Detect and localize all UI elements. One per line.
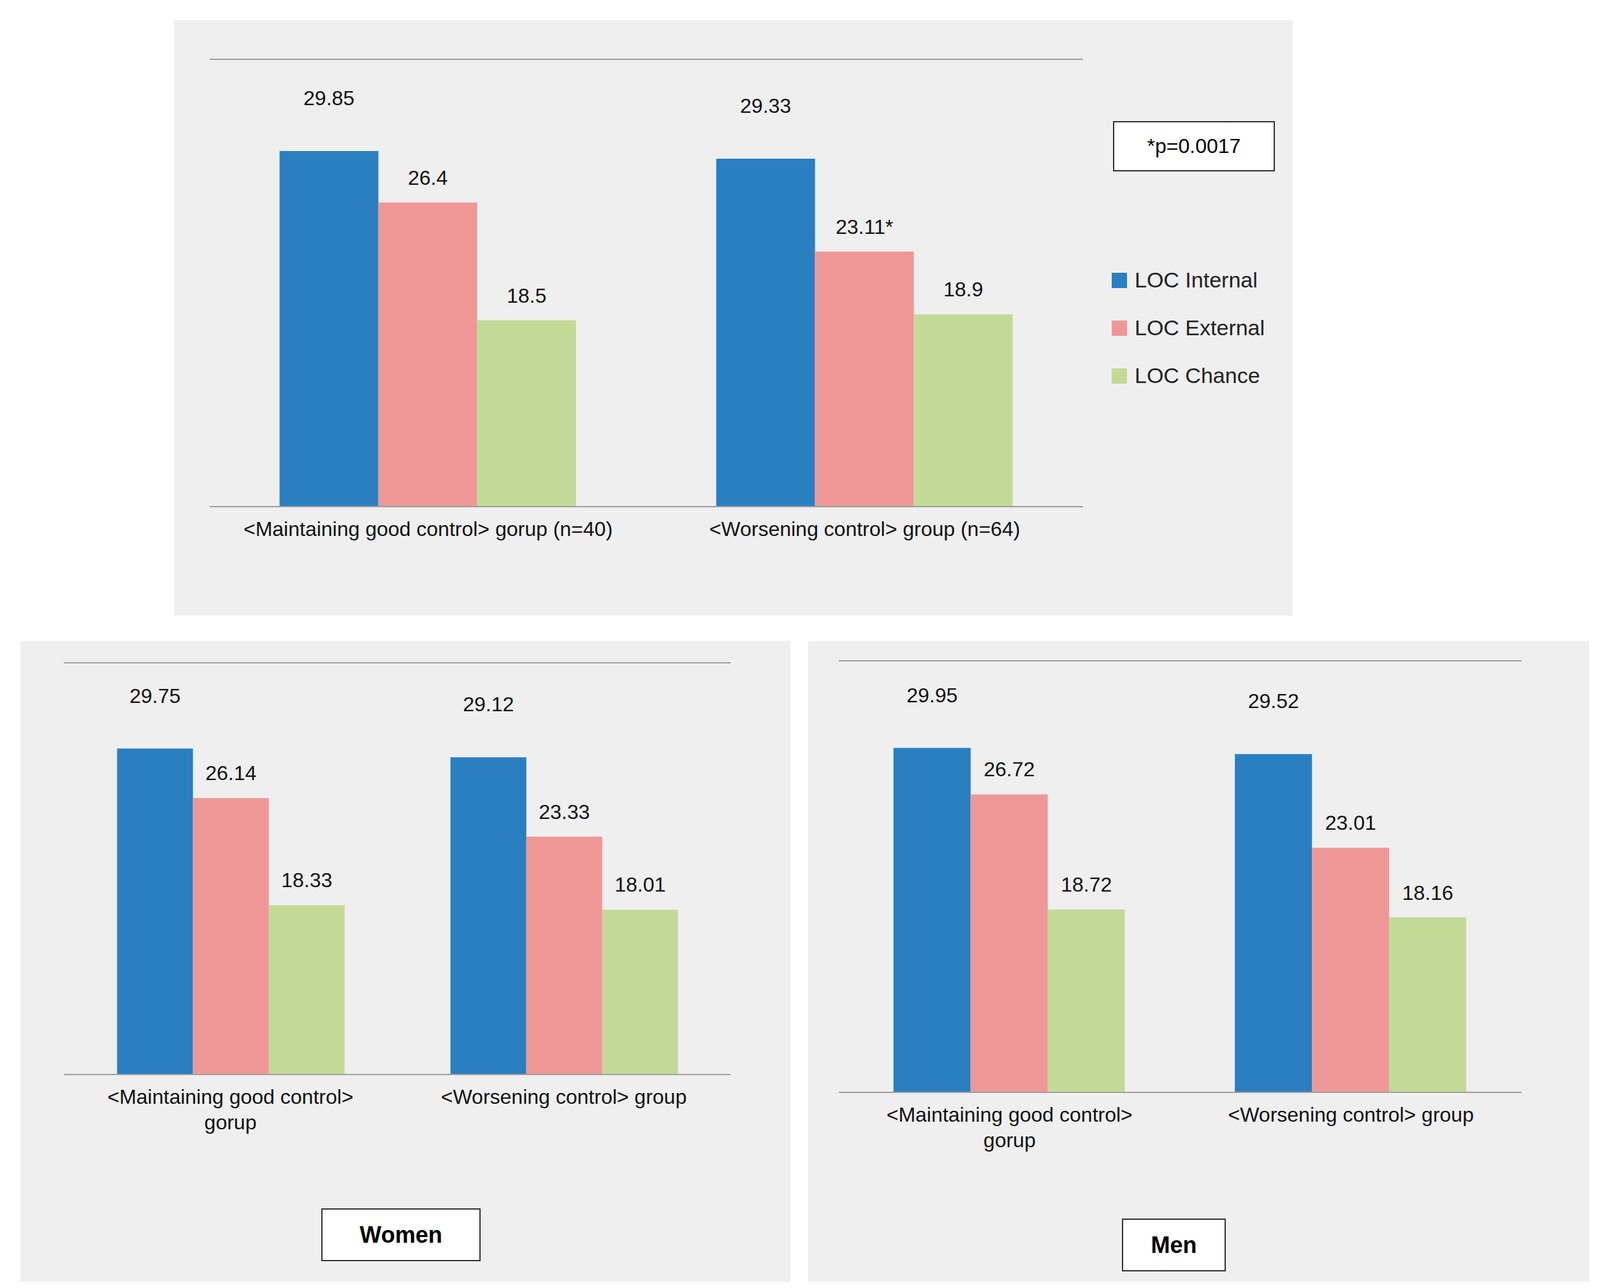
svg-text:<Maintaining good control>goru: <Maintaining good control>gorup	[107, 1085, 354, 1135]
svg-text:26.72: 26.72	[983, 757, 1035, 781]
html-text:Men: Men	[1150, 1231, 1197, 1259]
svg-text:18.5: 18.5	[506, 284, 547, 308]
svg-text:<Worsening control> group: <Worsening control> group	[1228, 1103, 1474, 1127]
svg-text:23.01: 23.01	[1325, 811, 1377, 835]
svg-text:29.52: 29.52	[1248, 689, 1300, 713]
svg-text:29.12: 29.12	[462, 692, 514, 716]
svg-text:26.4: 26.4	[407, 166, 448, 190]
svg-text:26.14: 26.14	[205, 761, 257, 785]
svg-text:23.11*: 23.11*	[835, 215, 894, 239]
html-text:LOC Chance: LOC Chance	[1134, 363, 1260, 388]
html-text:LOC Internal: LOC Internal	[1134, 267, 1258, 292]
svg-text:18.16: 18.16	[1402, 881, 1454, 905]
html-text:LOC External: LOC External	[1134, 315, 1265, 340]
svg-text:29.33: 29.33	[740, 94, 792, 118]
svg-text:<Worsening control> group (n=6: <Worsening control> group (n=64)	[709, 517, 1021, 541]
html-text:*p=0.0017: *p=0.0017	[1147, 134, 1241, 158]
svg-text:<Maintaining good control> gor: <Maintaining good control> gorup (n=40)	[243, 517, 613, 541]
svg-text:29.75: 29.75	[129, 684, 181, 708]
svg-text:29.85: 29.85	[303, 86, 355, 110]
svg-text:18.01: 18.01	[614, 873, 666, 897]
svg-text:<Worsening control> group: <Worsening control> group	[441, 1085, 687, 1109]
svg-text:29.95: 29.95	[906, 683, 958, 707]
svg-text:18.33: 18.33	[281, 868, 333, 892]
svg-text:18.9: 18.9	[943, 277, 983, 301]
svg-text:18.72: 18.72	[1060, 873, 1112, 897]
svg-text:23.33: 23.33	[538, 800, 590, 824]
html-text:Women: Women	[359, 1221, 443, 1248]
svg-text:<Maintaining good control>goru: <Maintaining good control>gorup	[886, 1103, 1133, 1152]
